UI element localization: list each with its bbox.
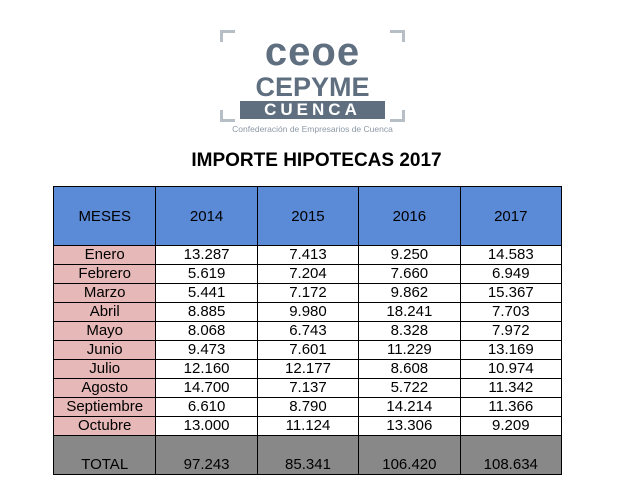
value-cell: 11.229 bbox=[358, 340, 461, 360]
month-cell: Enero bbox=[52, 245, 157, 265]
value-cell: 13.169 bbox=[459, 340, 563, 360]
value-cell: 7.703 bbox=[459, 302, 563, 322]
value-cell: 8.885 bbox=[155, 302, 258, 322]
logo-tagline: Confederación de Empresarios de Cuenca bbox=[232, 124, 393, 134]
value-cell: 7.601 bbox=[256, 340, 360, 360]
value-cell: 15.367 bbox=[459, 283, 563, 303]
month-cell: Mayo bbox=[52, 321, 157, 341]
mortgage-table: MESES 2014 2015 2016 2017 Enero 13.287 7.4… bbox=[52, 186, 563, 475]
month-cell: Junio bbox=[52, 340, 157, 360]
value-cell: 6.610 bbox=[155, 397, 258, 417]
table-row: Abril 8.885 9.980 18.241 7.703 bbox=[52, 302, 563, 322]
total-label: TOTAL bbox=[52, 435, 157, 475]
value-cell: 7.660 bbox=[358, 264, 461, 284]
logo-cuenca: CUENCA bbox=[264, 100, 361, 119]
header-cell-2016: 2016 bbox=[358, 186, 461, 246]
logo-bracket bbox=[390, 30, 405, 42]
value-cell: 13.000 bbox=[155, 416, 258, 436]
value-cell: 6.949 bbox=[459, 264, 563, 284]
logo-bracket bbox=[220, 30, 235, 42]
value-cell: 7.172 bbox=[256, 283, 360, 303]
value-cell: 7.137 bbox=[256, 378, 360, 398]
table-row: Enero 13.287 7.413 9.250 14.583 bbox=[52, 245, 563, 265]
header-cell-2015: 2015 bbox=[256, 186, 360, 246]
ceoe-cepyme-logo: ceoe CEPYME CUENCA Confederación de Empr… bbox=[220, 30, 405, 140]
value-cell: 11.124 bbox=[256, 416, 360, 436]
value-cell: 6.743 bbox=[256, 321, 360, 341]
value-cell: 18.241 bbox=[358, 302, 461, 322]
value-cell: 13.287 bbox=[155, 245, 258, 265]
value-cell: 8.328 bbox=[358, 321, 461, 341]
header-cell-meses: MESES bbox=[52, 186, 157, 246]
logo-cuenca-bar bbox=[240, 101, 385, 119]
value-cell: 8.608 bbox=[358, 359, 461, 379]
value-cell: 11.342 bbox=[459, 378, 563, 398]
table-row: Marzo 5.441 7.172 9.862 15.367 bbox=[52, 283, 563, 303]
logo-bracket bbox=[390, 110, 405, 122]
logo-ceoe: ceoe bbox=[264, 30, 361, 74]
value-cell: 9.862 bbox=[358, 283, 461, 303]
total-cell: 97.243 bbox=[155, 435, 258, 475]
value-cell: 9.980 bbox=[256, 302, 360, 322]
page-title: IMPORTE HIPOTECAS 2017 bbox=[191, 150, 442, 171]
header-cell-2017: 2017 bbox=[459, 186, 563, 246]
table-row: Junio 9.473 7.601 11.229 13.169 bbox=[52, 340, 563, 360]
value-cell: 7.972 bbox=[459, 321, 563, 341]
header-cell-2014: 2014 bbox=[155, 186, 258, 246]
month-cell: Octubre bbox=[52, 416, 157, 436]
value-cell: 5.619 bbox=[155, 264, 258, 284]
month-cell: Abril bbox=[52, 302, 157, 322]
value-cell: 5.722 bbox=[358, 378, 461, 398]
value-cell: 12.177 bbox=[256, 359, 360, 379]
value-cell: 8.790 bbox=[256, 397, 360, 417]
header-row: MESES 2014 2015 2016 2017 bbox=[52, 186, 563, 246]
month-cell: Marzo bbox=[52, 283, 157, 303]
table-row: Julio 12.160 12.177 8.608 10.974 bbox=[52, 359, 563, 379]
value-cell: 9.473 bbox=[155, 340, 258, 360]
table-row: Agosto 14.700 7.137 5.722 11.342 bbox=[52, 378, 563, 398]
value-cell: 14.700 bbox=[155, 378, 258, 398]
month-cell: Agosto bbox=[52, 378, 157, 398]
value-cell: 14.214 bbox=[358, 397, 461, 417]
month-cell: Febrero bbox=[52, 264, 157, 284]
value-cell: 14.583 bbox=[459, 245, 563, 265]
month-cell: Septiembre bbox=[52, 397, 157, 417]
value-cell: 12.160 bbox=[155, 359, 258, 379]
month-cell: Julio bbox=[52, 359, 157, 379]
value-cell: 13.306 bbox=[358, 416, 461, 436]
value-cell: 9.250 bbox=[358, 245, 461, 265]
table-row: Mayo 8.068 6.743 8.328 7.972 bbox=[52, 321, 563, 341]
value-cell: 5.441 bbox=[155, 283, 258, 303]
value-cell: 7.204 bbox=[256, 264, 360, 284]
value-cell: 9.209 bbox=[459, 416, 563, 436]
total-row: TOTAL 97.243 85.341 106.420 108.634 bbox=[52, 435, 563, 475]
value-cell: 8.068 bbox=[155, 321, 258, 341]
value-cell: 7.413 bbox=[256, 245, 360, 265]
value-cell: 10.974 bbox=[459, 359, 563, 379]
total-cell: 85.341 bbox=[256, 435, 360, 475]
total-cell: 106.420 bbox=[358, 435, 461, 475]
total-cell: 108.634 bbox=[459, 435, 563, 475]
logo-bracket bbox=[220, 110, 235, 122]
value-cell: 11.366 bbox=[459, 397, 563, 417]
table-row: Febrero 5.619 7.204 7.660 6.949 bbox=[52, 264, 563, 284]
table-row: Septiembre 6.610 8.790 14.214 11.366 bbox=[52, 397, 563, 417]
table-row: Octubre 13.000 11.124 13.306 9.209 bbox=[52, 416, 563, 436]
logo-cepyme: CEPYME bbox=[255, 72, 370, 102]
